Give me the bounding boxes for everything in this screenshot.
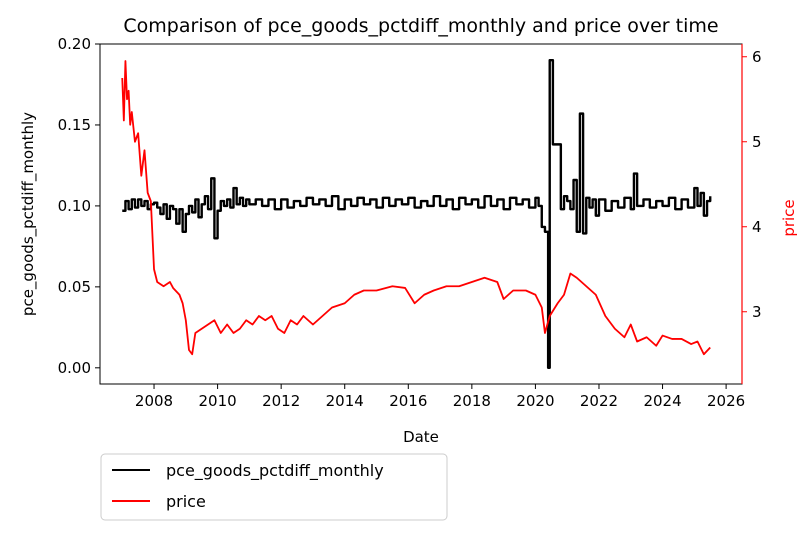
y-axis-right-label: price bbox=[780, 199, 798, 236]
legend: pce_goods_pctdiff_monthly price bbox=[100, 453, 448, 521]
legend-label-pce: pce_goods_pctdiff_monthly bbox=[166, 461, 384, 481]
x-tick-label-2012: 2012 bbox=[262, 392, 300, 410]
x-axis-label: Date bbox=[403, 428, 439, 446]
series-line-price bbox=[121, 60, 711, 356]
y-left-tick-label-0.10: 0.10 bbox=[58, 197, 91, 215]
y-right-tick-label-6: 6 bbox=[752, 48, 762, 66]
x-tick-label-2008: 2008 bbox=[135, 392, 173, 410]
x-axis: 2008 2010 2012 2014 2016 2018 2020 2022 2024 2026 bbox=[135, 384, 745, 410]
legend-label-price: price bbox=[166, 492, 206, 511]
y-left-tick-label-0.00: 0.00 bbox=[58, 359, 91, 377]
x-tick-label-2014: 2014 bbox=[326, 392, 364, 410]
x-tick-label-2026: 2026 bbox=[707, 392, 745, 410]
legend-box bbox=[100, 453, 448, 521]
x-tick-label-2020: 2020 bbox=[516, 392, 554, 410]
x-tick-label-2016: 2016 bbox=[389, 392, 427, 410]
chart-title: Comparison of pce_goods_pctdiff_monthly … bbox=[123, 15, 718, 37]
x-tick-label-2018: 2018 bbox=[453, 392, 491, 410]
y-axis-right: 3 4 5 6 bbox=[741, 44, 762, 384]
series-line-pce_goods_pctdiff_monthly bbox=[122, 58, 712, 370]
y-left-tick-label-0.20: 0.20 bbox=[58, 35, 91, 53]
y-right-tick-label-5: 5 bbox=[752, 133, 762, 151]
x-tick-label-2010: 2010 bbox=[199, 392, 237, 410]
x-tick-label-2024: 2024 bbox=[643, 392, 681, 410]
y-right-tick-label-4: 4 bbox=[752, 218, 762, 236]
y-right-tick-label-3: 3 bbox=[752, 303, 762, 321]
y-axis-left-label: pce_goods_pctdiff_monthly bbox=[19, 112, 38, 316]
series-layer bbox=[121, 58, 712, 370]
y-axis-left: 0.00 0.05 0.10 0.15 0.20 bbox=[58, 35, 100, 377]
x-tick-label-2022: 2022 bbox=[580, 392, 618, 410]
y-left-tick-label-0.15: 0.15 bbox=[58, 116, 91, 134]
y-left-tick-label-0.05: 0.05 bbox=[58, 278, 91, 296]
